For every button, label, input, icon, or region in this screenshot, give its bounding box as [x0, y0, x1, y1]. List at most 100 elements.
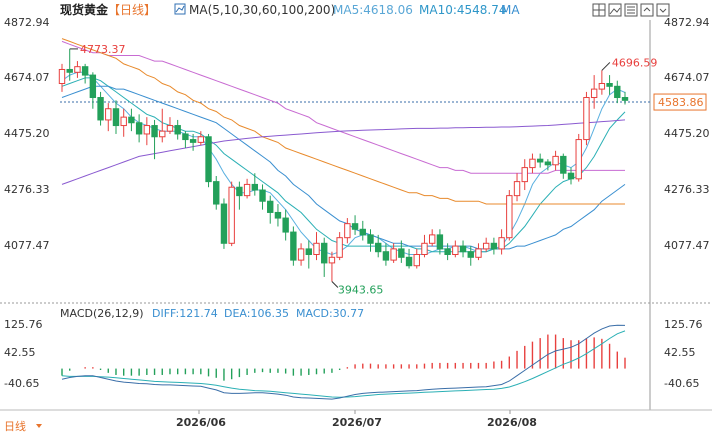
candle-up: [159, 130, 166, 138]
candle-down: [367, 234, 374, 244]
candle-up: [297, 248, 305, 261]
ma-settings-icon[interactable]: [174, 3, 186, 15]
candle-up: [552, 155, 559, 166]
macd-panel[interactable]: [61, 324, 626, 400]
price-axis-left: 4872.94 4674.07 4475.20 4276.33 4077.47: [4, 16, 50, 252]
ma100-line: [61, 38, 625, 205]
candle-down: [606, 82, 613, 87]
price-tick-left-4: 4276.33: [4, 183, 50, 196]
candle-down: [544, 161, 552, 166]
candle-down: [220, 203, 228, 244]
current-price-tag: 4583.86: [653, 93, 707, 111]
period-label[interactable]: 【日线】: [108, 3, 156, 17]
price-panel[interactable]: 4773.37 4696.59 3943.65: [58, 38, 658, 297]
candle-up: [575, 139, 582, 180]
period-button-label: 日线: [4, 419, 26, 433]
image-icon[interactable]: [608, 3, 622, 17]
price-tick-right-1: 4872.94: [664, 16, 710, 29]
current-price-value: 4583.86: [658, 96, 704, 109]
candle-up: [413, 254, 420, 267]
collapse-icon[interactable]: [640, 3, 654, 17]
ma5-value: MA5:4618.06: [333, 3, 413, 17]
caret-down-icon: [36, 424, 42, 428]
candle-down: [174, 125, 181, 135]
candle-down: [621, 97, 629, 101]
candle-down: [236, 186, 243, 197]
candle-up: [120, 116, 127, 127]
ma10-line: [61, 77, 626, 253]
candle-up: [313, 242, 320, 256]
candle-up: [506, 195, 513, 239]
candle-up: [482, 242, 490, 250]
macd-tick-left-1: 125.76: [4, 318, 43, 331]
candle-down: [490, 242, 498, 250]
low-marker: [331, 281, 339, 288]
candle-down: [536, 158, 544, 163]
candle-down: [467, 251, 474, 258]
candle-down: [213, 181, 220, 205]
candle-up: [521, 167, 528, 183]
macd-dea-value: DEA:106.35: [224, 307, 289, 320]
candle-down: [444, 248, 451, 256]
candle-down: [614, 85, 621, 99]
candle-up: [598, 82, 606, 90]
candle-down: [205, 136, 212, 183]
low-label: 3943.65: [338, 284, 384, 297]
high-label-left: 4773.37: [80, 43, 126, 56]
expand-icon[interactable]: [656, 3, 670, 17]
candle-up: [228, 186, 235, 244]
grid-icon[interactable]: [592, 3, 606, 17]
candle-up: [583, 97, 590, 141]
candle-up: [452, 245, 459, 256]
candle-down: [282, 217, 289, 233]
candle-down: [89, 74, 97, 99]
date-tick-1: 2026/06: [176, 416, 226, 429]
price-tick-right-5: 4077.47: [664, 239, 710, 252]
chart-header: 现货黄金 【日线】 MA(5,10,30,60,100,200) MA5:461…: [60, 2, 520, 17]
candle-down: [382, 251, 390, 261]
candle-down: [321, 242, 328, 264]
period-button[interactable]: 日线: [4, 419, 42, 433]
candle-up: [529, 158, 536, 169]
candle-up: [74, 66, 81, 73]
candle-up: [590, 88, 598, 99]
candle-down: [251, 183, 259, 191]
candle-up: [390, 248, 397, 261]
candle-down: [359, 228, 366, 236]
ma60-line: [61, 40, 625, 174]
candle-down: [405, 256, 413, 267]
candle-down: [128, 116, 135, 124]
candle-up: [498, 237, 505, 250]
candle-up: [344, 223, 351, 239]
candle-down: [81, 66, 89, 76]
macd-diff-value: DIFF:121.74: [152, 307, 218, 320]
candle-up: [197, 136, 205, 143]
candle-down: [560, 155, 567, 174]
candle-down: [305, 248, 312, 256]
diff-line: [61, 324, 626, 400]
price-tick-left-5: 4077.47: [4, 239, 50, 252]
price-tick-left-1: 4872.94: [4, 16, 50, 29]
candle-up: [143, 125, 151, 135]
instrument-title: 现货黄金: [60, 2, 109, 17]
candle-down: [112, 108, 120, 127]
list-icon[interactable]: [624, 3, 638, 17]
candle-down: [375, 242, 382, 253]
toolbar: [592, 3, 670, 17]
macd-tick-left-3: -40.65: [4, 377, 39, 390]
candle-down: [567, 172, 575, 180]
candle-up: [58, 68, 66, 84]
candle-down: [398, 248, 405, 258]
macd-tick-right-3: -40.65: [664, 377, 699, 390]
high-label-right: 4696.59: [612, 56, 658, 69]
candle-up: [105, 108, 112, 121]
price-tick-left-2: 4674.07: [4, 71, 50, 84]
candle-up: [475, 248, 482, 258]
date-tick-3: 2026/08: [487, 416, 537, 429]
candle-up: [328, 256, 336, 264]
candle-up: [336, 237, 343, 258]
candle-down: [97, 97, 104, 121]
macd-tick-right-1: 125.76: [664, 318, 703, 331]
candle-down: [151, 125, 158, 138]
